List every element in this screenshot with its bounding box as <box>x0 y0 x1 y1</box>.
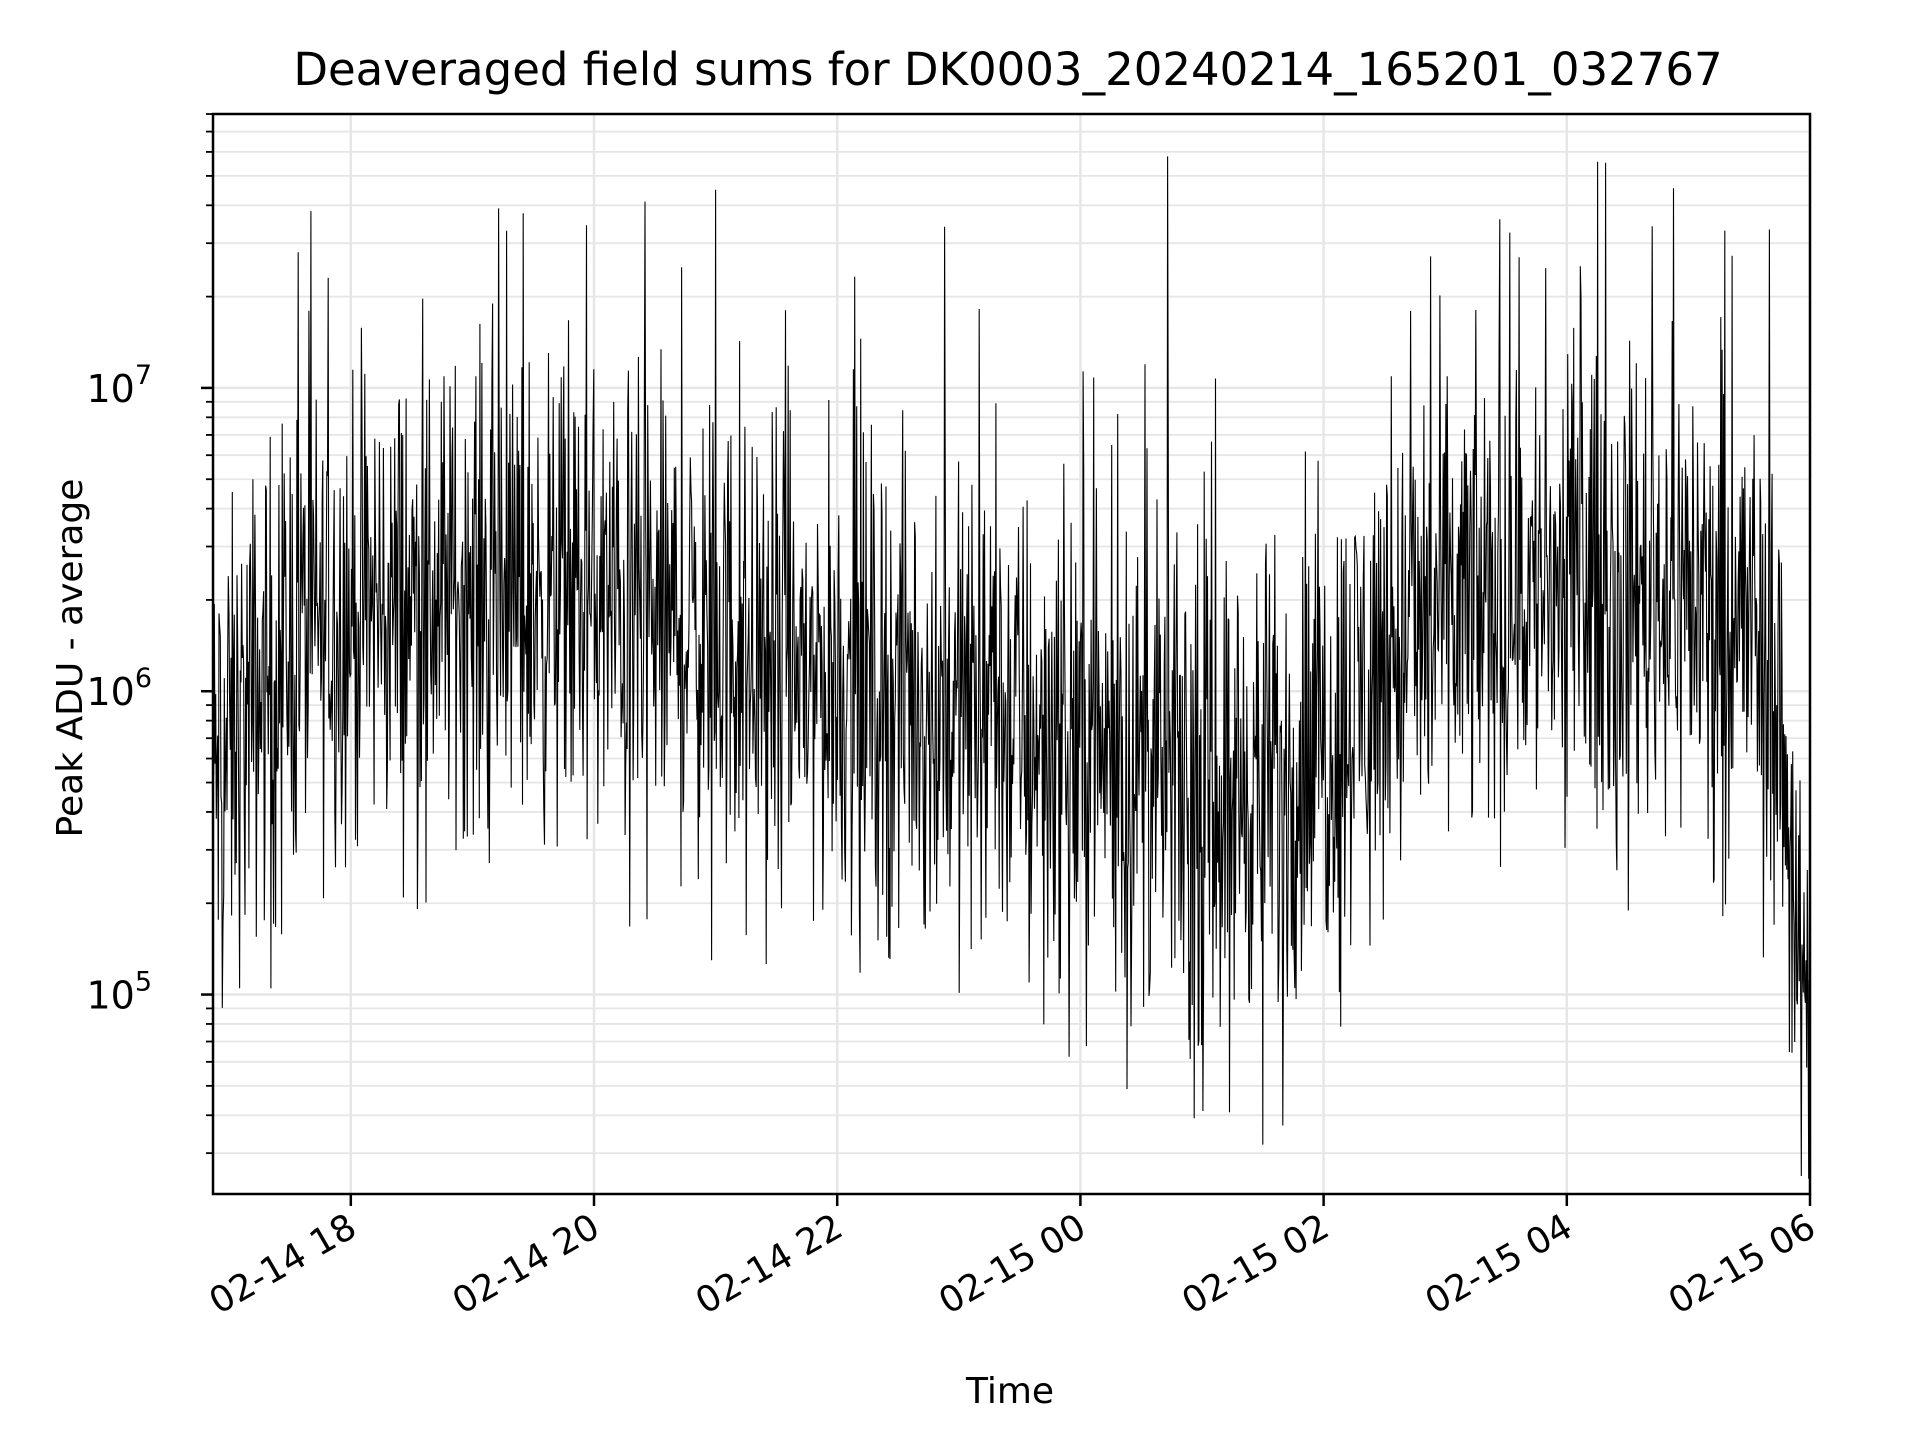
plot-frame <box>211 112 1812 1196</box>
y-tick-label: 107 <box>86 360 152 411</box>
x-axis: 02-14 18 02-14 20 02-14 22 02-15 00 02-15 02… <box>203 1194 1823 1323</box>
x-axis-label: Time <box>965 1371 1054 1412</box>
grid <box>213 113 1812 1194</box>
y-tick-label: 105 <box>86 967 152 1018</box>
x-tick-label: 02-14 18 <box>203 1206 364 1322</box>
y-axis-label: Peak ADU - average <box>50 479 91 838</box>
x-tick-label: 02-15 04 <box>1419 1206 1580 1322</box>
chart-title: Deaveraged field sums for DK0003_2024021… <box>293 43 1722 96</box>
y-axis: 105 106 107 <box>86 113 213 1155</box>
x-tick-label: 02-15 06 <box>1662 1206 1823 1322</box>
y-tick-label: 106 <box>86 663 152 714</box>
x-tick-label: 02-15 02 <box>1175 1206 1336 1322</box>
x-tick-label: 02-14 20 <box>446 1206 607 1322</box>
series-line <box>212 156 1811 1179</box>
x-tick-label: 02-14 22 <box>689 1206 850 1322</box>
x-tick-label: 02-15 00 <box>932 1206 1093 1322</box>
series-path <box>212 156 1811 1179</box>
